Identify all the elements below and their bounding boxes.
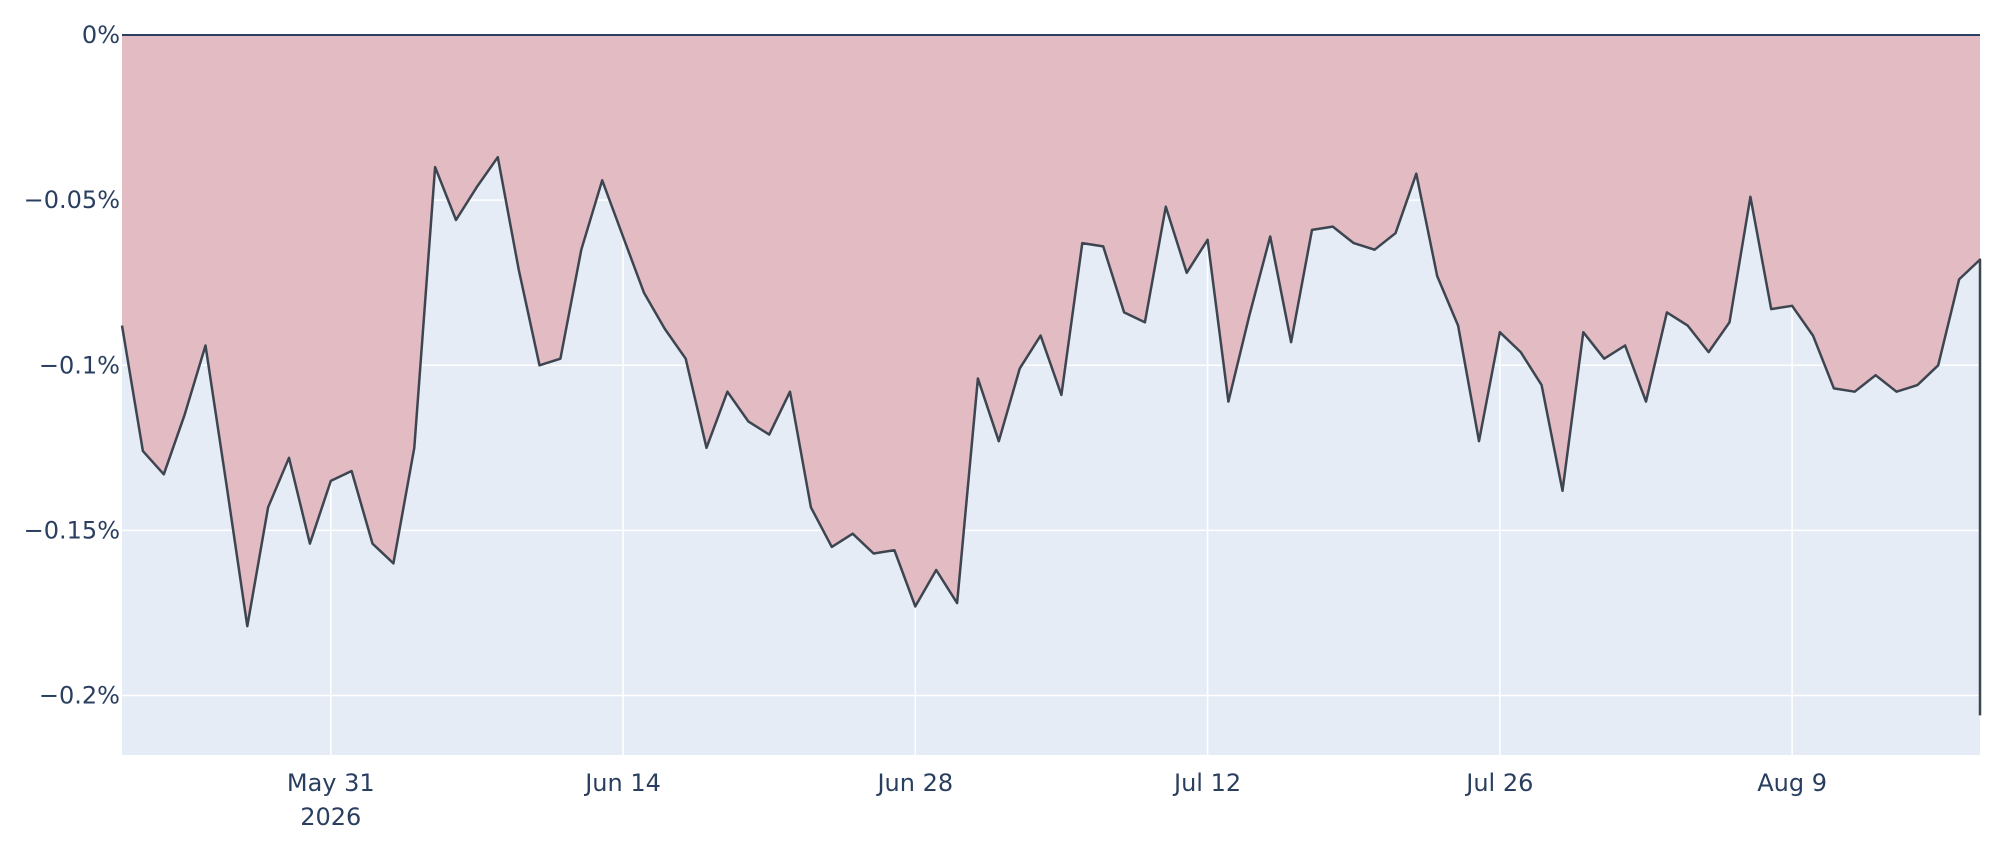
y-tick-label: −0.15% <box>24 516 120 544</box>
x-tick-label: Jul 12 <box>1172 769 1241 797</box>
x-tick-label: May 31 <box>287 769 375 797</box>
drawdown-series-line <box>120 155 1982 716</box>
x-tick-label: Jun 28 <box>875 769 953 797</box>
x-tick-label: Aug 9 <box>1757 769 1827 797</box>
x-tick-label: Jun 14 <box>583 769 661 797</box>
x-tick-label: Jul 26 <box>1464 769 1533 797</box>
x-axis-ticks: May 31 2026 Jun 14 Jun 28 Jul 12 Jul 26 Aug 9 <box>287 769 1827 831</box>
y-axis-ticks: 0% −0.05% −0.1% −0.15% −0.2% <box>24 21 120 710</box>
y-tick-label: −0.2% <box>39 682 120 710</box>
y-tick-label: −0.1% <box>39 351 120 379</box>
drawdown-fill-area <box>122 35 1980 716</box>
x-tick-year-label: 2026 <box>300 803 361 831</box>
y-tick-label: 0% <box>82 21 120 49</box>
y-tick-label: −0.05% <box>24 186 120 214</box>
